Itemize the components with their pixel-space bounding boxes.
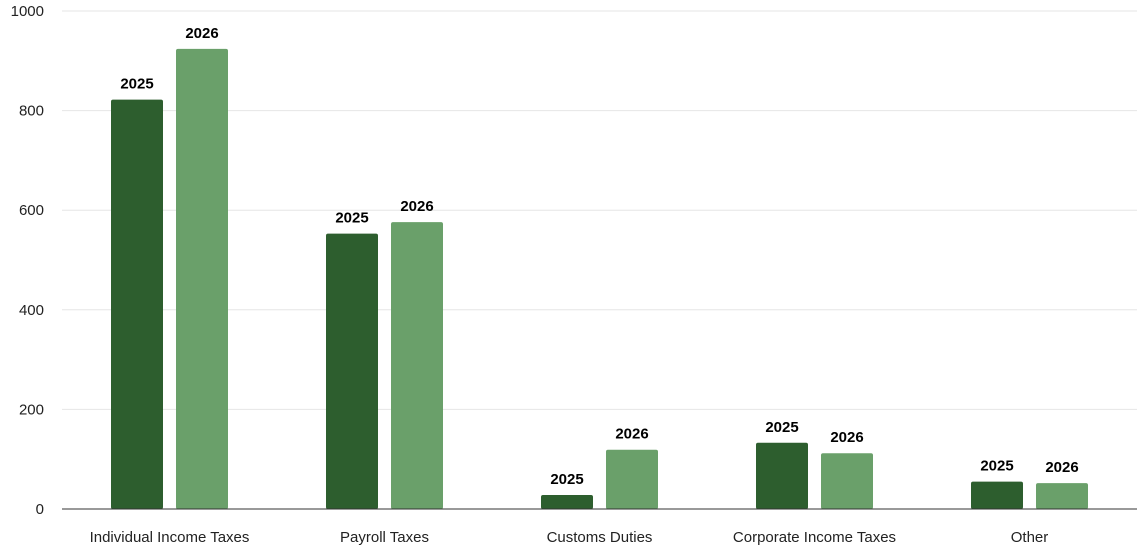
bar-2025-4 xyxy=(971,481,1023,509)
data-labels: 2025 2026 2025 2026 2025 2026 2025 2026 2025 2026 xyxy=(120,25,1078,488)
bar-label-2025-4: 2025 xyxy=(980,458,1013,475)
bar-label-2025-0: 2025 xyxy=(120,76,153,93)
x-category-label: Individual Income Taxes xyxy=(90,529,250,546)
y-tick-label: 600 xyxy=(19,202,44,219)
bar-label-2026-2: 2026 xyxy=(615,426,648,443)
bar-2026-2 xyxy=(606,449,658,509)
bar-2025-3 xyxy=(756,442,808,509)
bar-label-2026-0: 2026 xyxy=(185,25,218,42)
bar-2026-4 xyxy=(1036,483,1088,509)
y-tick-label: 400 xyxy=(19,302,44,319)
bar-2026-3 xyxy=(821,453,873,509)
bar-label-2025-3: 2025 xyxy=(765,419,798,436)
x-category-label: Other xyxy=(1011,529,1049,546)
y-tick-label: 0 xyxy=(36,501,44,518)
x-category-label: Customs Duties xyxy=(547,529,653,546)
bar-2026-0 xyxy=(176,48,228,510)
bar-2025-2 xyxy=(541,495,593,509)
bar-2025-0 xyxy=(111,99,163,510)
bar-label-2025-1: 2025 xyxy=(335,210,368,227)
bar-label-2026-4: 2026 xyxy=(1045,459,1078,476)
bar-2025-1 xyxy=(326,233,378,509)
y-tick-label: 800 xyxy=(19,103,44,120)
axes: 0 200 400 600 800 1000 Individual Income Taxes… xyxy=(11,3,1137,546)
grid-lines xyxy=(62,10,1137,410)
bars xyxy=(111,48,1088,510)
y-tick-label: 1000 xyxy=(11,3,44,20)
bar-2026-1 xyxy=(391,222,443,510)
bar-label-2025-2: 2025 xyxy=(550,471,583,488)
y-tick-label: 200 xyxy=(19,401,44,418)
x-category-label: Payroll Taxes xyxy=(340,529,429,546)
bar-label-2026-1: 2026 xyxy=(400,198,433,215)
bar-label-2026-3: 2026 xyxy=(830,429,863,446)
x-category-label: Corporate Income Taxes xyxy=(733,529,896,546)
